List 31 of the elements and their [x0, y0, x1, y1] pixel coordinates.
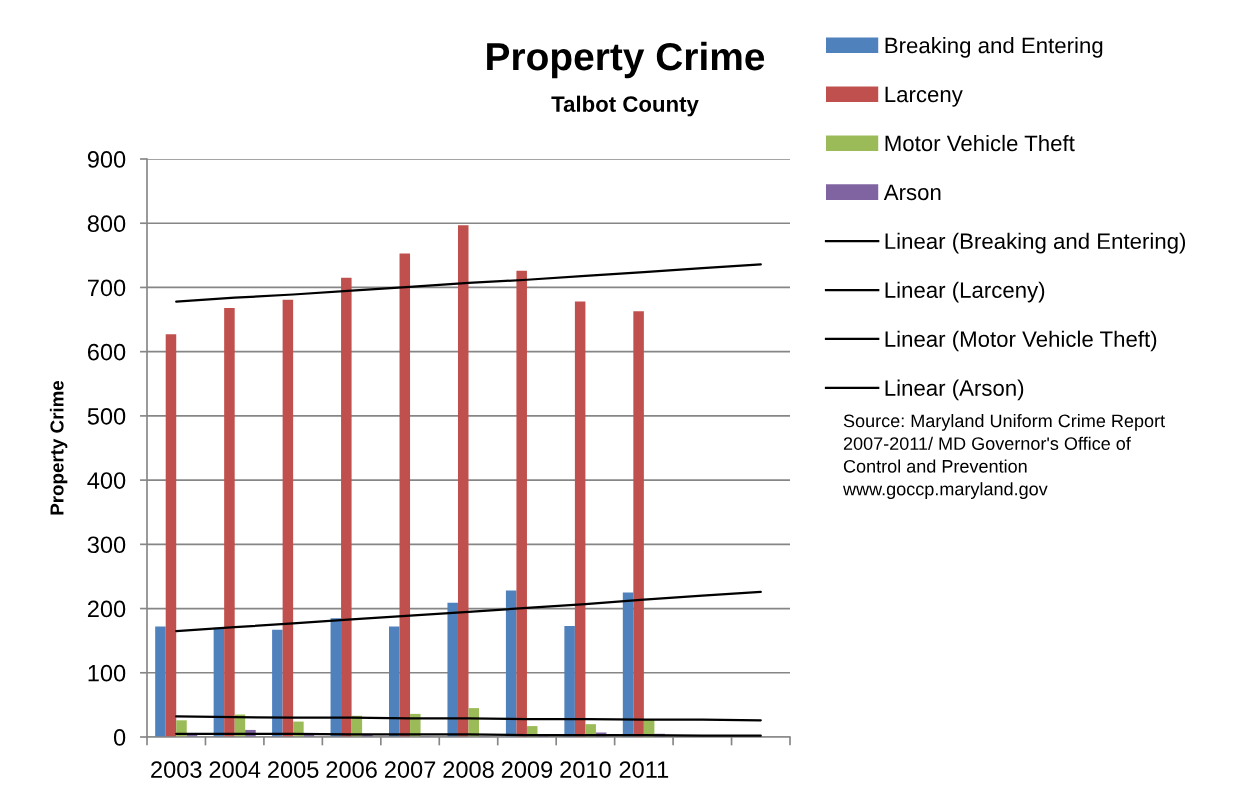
x-tick-label: 2004 — [209, 761, 261, 778]
y-tick-label: 100 — [88, 664, 126, 682]
chart-title: Property Crime — [487, 41, 765, 79]
y-tick-label: 400 — [87, 472, 126, 489]
x-tick-label: 2007 — [384, 761, 436, 778]
legend-label: Breaking and Entering — [885, 37, 1103, 58]
legend-label: Motor Vehicle Theft — [885, 134, 1075, 152]
legend-label: Linear (Larceny) — [885, 281, 1045, 303]
x-tick-label: 2006 — [326, 761, 377, 778]
y-tick-label: 0 — [113, 729, 126, 746]
y-tick-label: 700 — [87, 279, 126, 297]
x-tick-label: 2008 — [443, 761, 494, 778]
y-tick-label: 900 — [87, 151, 126, 168]
legend-label: Larceny — [885, 86, 963, 107]
y-tick-label: 500 — [87, 407, 126, 425]
y-tick-label: 600 — [87, 343, 126, 361]
legend-label: Arson — [883, 184, 941, 201]
x-tick-label: 2011 — [619, 761, 669, 778]
source-note: Source: Maryland Uniform Crime Report 2007-2011/ MD Governor's Office of Control and Prevention www.goccp.maryland.gov — [842, 414, 1165, 499]
x-tick-label: 2009 — [501, 761, 553, 778]
y-tick-label: 300 — [87, 536, 126, 554]
legend-label: Linear (Arson) — [885, 379, 1024, 401]
chart-subtitle: Talbot County — [551, 95, 699, 117]
x-tick-label: 2005 — [268, 761, 319, 778]
legend-label: Linear (Breaking and Entering) — [885, 232, 1186, 254]
x-tick-label: 2010 — [560, 761, 611, 778]
legend-label: Linear (Motor Vehicle Theft) — [885, 330, 1157, 352]
y-axis-title: Property Crime — [49, 380, 68, 515]
y-tick-label: 200 — [87, 600, 126, 618]
y-tick-label: 800 — [87, 215, 126, 233]
x-tick-label: 2003 — [151, 761, 202, 778]
